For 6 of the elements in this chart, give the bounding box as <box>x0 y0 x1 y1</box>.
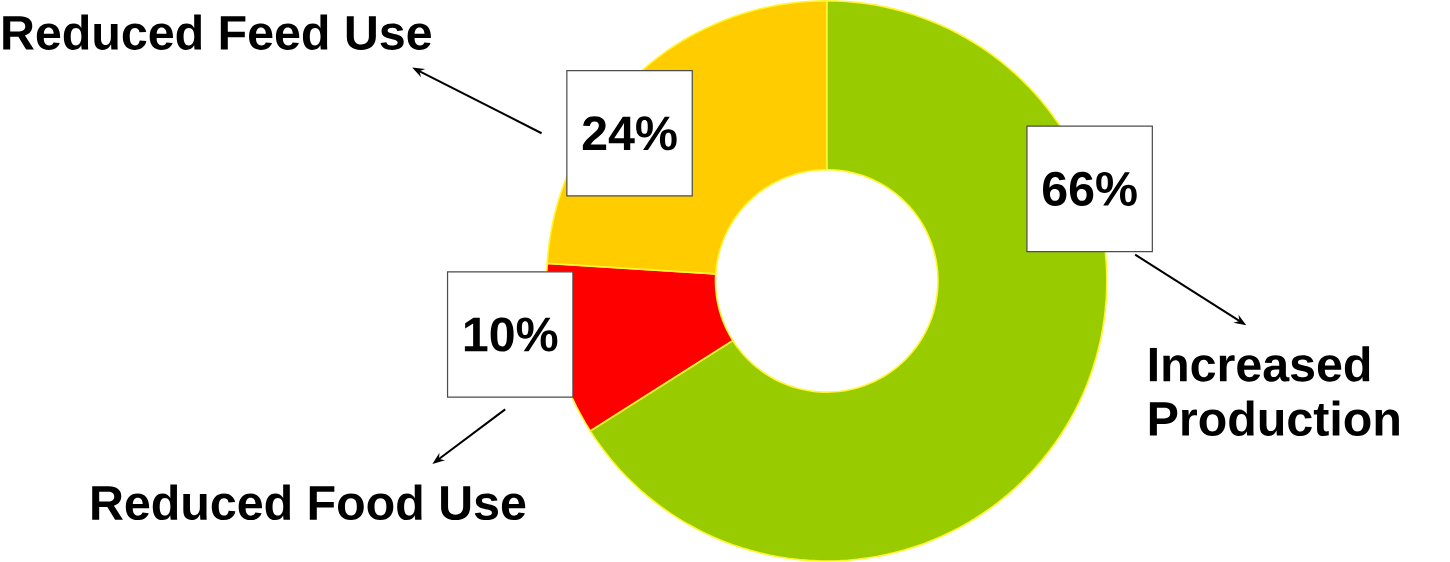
slice-label: Reduced Food Use <box>92 484 526 521</box>
data-label: 24% <box>582 116 677 151</box>
data-label: 10% <box>464 317 558 352</box>
data-label: 66% <box>1043 171 1137 207</box>
slice-label: Reduced Feed Use <box>3 14 431 50</box>
slice-label: Increased Production <box>1149 346 1399 437</box>
